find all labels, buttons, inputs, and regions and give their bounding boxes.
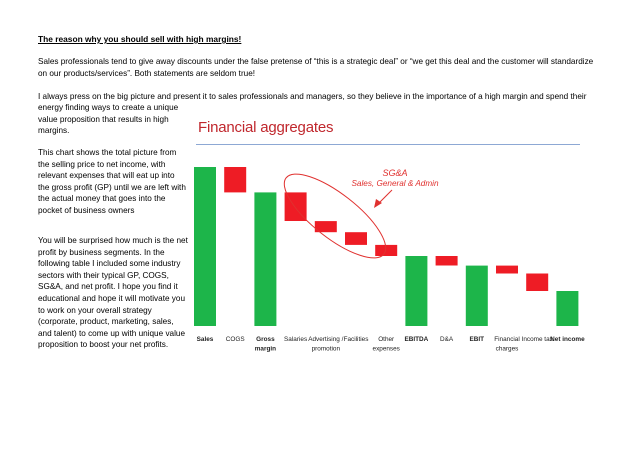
page-heading: The reason why you should sell with high…: [38, 34, 242, 44]
bar-d-a: [435, 256, 458, 266]
big-picture-paragraph-rest: energy finding ways to create a unique v…: [38, 103, 179, 136]
bar-ebit: [465, 265, 488, 326]
bar-net-income: [556, 291, 579, 326]
category-label-net-income: Net income: [550, 336, 585, 343]
bar-ebitda: [405, 256, 428, 326]
annotation-line1: SG&A: [382, 168, 407, 178]
bar-other-expenses: [375, 244, 398, 256]
bar-income-tax: [526, 273, 549, 291]
category-label-d-a: D&A: [440, 336, 454, 343]
category-label-gross-margin: Gross margin: [255, 336, 276, 353]
chart-title: Financial aggregates: [198, 119, 334, 136]
bar-advertising-promotion: [314, 221, 337, 233]
category-label-ebit: EBIT: [470, 336, 485, 343]
annotation-arrow-line: [377, 189, 393, 205]
category-label-cogs: COGS: [226, 336, 245, 343]
category-label-financial-charges: Financial charges: [494, 336, 520, 353]
chart-bars: [194, 167, 579, 326]
intro-paragraph: Sales professionals tend to give away di…: [38, 57, 594, 78]
category-label-salaries: Salaries: [284, 336, 307, 343]
category-label-other-expenses: Other expenses: [373, 336, 400, 353]
net-profit-paragraph: You will be surprised how much is the ne…: [38, 236, 188, 350]
chart-title-rule: [196, 144, 580, 145]
big-picture-paragraph-line1: I always press on the big picture and pr…: [38, 92, 587, 101]
bar-cogs: [224, 167, 247, 193]
category-label-advertising-promotion: Advertising / promotion: [308, 336, 343, 353]
category-label-ebitda: EBITDA: [405, 336, 429, 343]
chart-explanation-paragraph: This chart shows the total picture from …: [38, 148, 186, 215]
bar-facilities: [345, 232, 367, 245]
chart-category-labels: Sales COGS Gross margin Salaries Advertising …: [197, 336, 585, 353]
category-label-sales: Sales: [197, 336, 214, 343]
category-label-income-tax: Income tax: [522, 336, 554, 343]
category-label-facilities: Facilities: [344, 336, 369, 343]
sga-highlight-ellipse: [283, 173, 387, 259]
bar-sales: [194, 167, 216, 326]
bar-gross-margin: [254, 192, 277, 326]
bar-financial-charges: [496, 265, 518, 274]
annotation-arrow-head: [374, 199, 382, 208]
annotation-line2: Sales, General & Admin: [351, 179, 439, 188]
